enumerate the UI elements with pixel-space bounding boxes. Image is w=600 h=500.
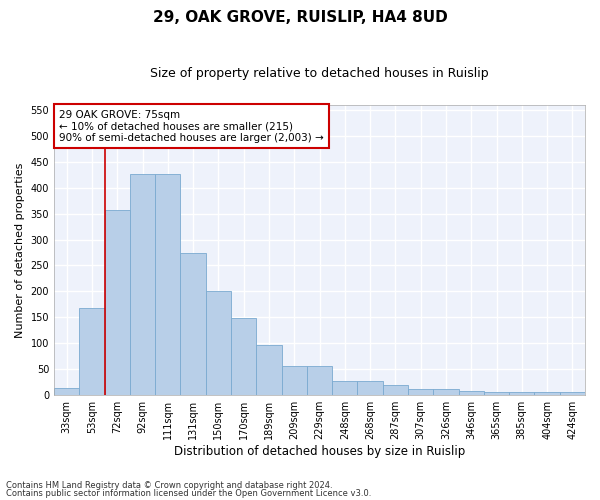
Bar [535, 392, 560, 394]
Bar [358, 382, 383, 394]
Bar [433, 388, 458, 394]
Bar [332, 382, 358, 394]
Bar [104, 210, 130, 394]
X-axis label: Distribution of detached houses by size in Ruislip: Distribution of detached houses by size … [174, 444, 465, 458]
Bar [307, 366, 332, 394]
Bar [206, 292, 231, 395]
Bar [509, 392, 535, 394]
Bar [281, 366, 307, 394]
Bar [231, 318, 256, 394]
Bar [79, 308, 104, 394]
Bar [408, 388, 433, 394]
Bar [256, 345, 281, 395]
Bar [155, 174, 181, 394]
Bar [458, 391, 484, 394]
Title: Size of property relative to detached houses in Ruislip: Size of property relative to detached ho… [150, 68, 489, 80]
Text: Contains public sector information licensed under the Open Government Licence v3: Contains public sector information licen… [6, 489, 371, 498]
Bar [54, 388, 79, 394]
Bar [130, 174, 155, 394]
Y-axis label: Number of detached properties: Number of detached properties [15, 162, 25, 338]
Bar [383, 385, 408, 394]
Text: 29 OAK GROVE: 75sqm
← 10% of detached houses are smaller (215)
90% of semi-detac: 29 OAK GROVE: 75sqm ← 10% of detached ho… [59, 110, 324, 143]
Bar [181, 252, 206, 394]
Bar [484, 392, 509, 394]
Text: 29, OAK GROVE, RUISLIP, HA4 8UD: 29, OAK GROVE, RUISLIP, HA4 8UD [152, 10, 448, 25]
Text: Contains HM Land Registry data © Crown copyright and database right 2024.: Contains HM Land Registry data © Crown c… [6, 480, 332, 490]
Bar [560, 392, 585, 394]
